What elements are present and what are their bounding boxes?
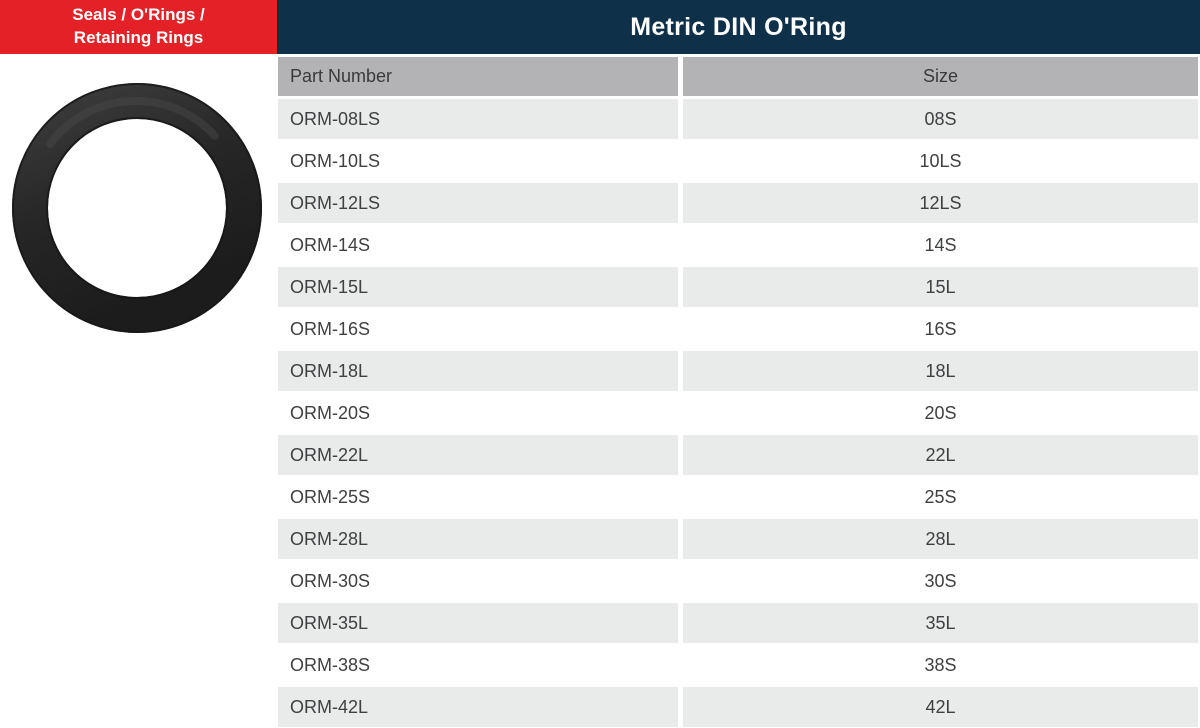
category-banner-line1: Seals / O'Rings / <box>72 5 205 25</box>
table-row: ORM-28L 28L <box>278 519 1198 559</box>
part-number-cell: ORM-25S <box>278 477 678 517</box>
table-row: ORM-16S 16S <box>278 309 1198 349</box>
part-number-cell: ORM-28L <box>278 519 678 559</box>
size-cell: 30S <box>683 561 1198 601</box>
table-row: ORM-30S 30S <box>278 561 1198 601</box>
table-body: ORM-08LS 08S ORM-10LS 10LS ORM-12LS 12LS… <box>278 99 1198 727</box>
part-number-cell: ORM-16S <box>278 309 678 349</box>
size-cell: 15L <box>683 267 1198 307</box>
size-cell: 14S <box>683 225 1198 265</box>
size-cell: 18L <box>683 351 1198 391</box>
part-number-cell: ORM-12LS <box>278 183 678 223</box>
category-banner-line2: Retaining Rings <box>73 28 204 47</box>
column-header-part-number: Part Number <box>278 57 678 96</box>
part-number-cell: ORM-22L <box>278 435 678 475</box>
table-row: ORM-35L 35L <box>278 603 1198 643</box>
size-cell: 10LS <box>683 141 1198 181</box>
oring-size-table: Part Number Size ORM-08LS 08S ORM-10LS 1… <box>278 57 1198 727</box>
table-row: ORM-20S 20S <box>278 393 1198 433</box>
size-cell: 25S <box>683 477 1198 517</box>
table-row: ORM-18L 18L <box>278 351 1198 391</box>
part-number-cell: ORM-14S <box>278 225 678 265</box>
part-number-cell: ORM-42L <box>278 687 678 727</box>
title-bar: Metric DIN O'Ring <box>277 0 1200 54</box>
size-cell: 28L <box>683 519 1198 559</box>
table-row: ORM-10LS 10LS <box>278 141 1198 181</box>
table-row: ORM-38S 38S <box>278 645 1198 685</box>
part-number-cell: ORM-30S <box>278 561 678 601</box>
size-cell: 22L <box>683 435 1198 475</box>
part-number-cell: ORM-10LS <box>278 141 678 181</box>
table-row: ORM-08LS 08S <box>278 99 1198 139</box>
table-row: ORM-25S 25S <box>278 477 1198 517</box>
table-row: ORM-14S 14S <box>278 225 1198 265</box>
size-cell: 35L <box>683 603 1198 643</box>
table-header-row: Part Number Size <box>278 57 1198 96</box>
part-number-cell: ORM-15L <box>278 267 678 307</box>
size-cell: 08S <box>683 99 1198 139</box>
size-cell: 38S <box>683 645 1198 685</box>
part-number-cell: ORM-35L <box>278 603 678 643</box>
table-row: ORM-42L 42L <box>278 687 1198 727</box>
size-cell: 42L <box>683 687 1198 727</box>
size-cell: 20S <box>683 393 1198 433</box>
size-cell: 16S <box>683 309 1198 349</box>
part-number-cell: ORM-20S <box>278 393 678 433</box>
product-image <box>0 54 277 728</box>
size-cell: 12LS <box>683 183 1198 223</box>
table-row: ORM-22L 22L <box>278 435 1198 475</box>
part-number-cell: ORM-38S <box>278 645 678 685</box>
part-number-cell: ORM-08LS <box>278 99 678 139</box>
category-banner: Seals / O'Rings / Retaining Rings <box>0 0 277 54</box>
page-title: Metric DIN O'Ring <box>630 12 847 41</box>
table-row: ORM-12LS 12LS <box>278 183 1198 223</box>
part-number-cell: ORM-18L <box>278 351 678 391</box>
column-header-size: Size <box>683 57 1198 96</box>
table-row: ORM-15L 15L <box>278 267 1198 307</box>
oring-image <box>12 83 262 333</box>
